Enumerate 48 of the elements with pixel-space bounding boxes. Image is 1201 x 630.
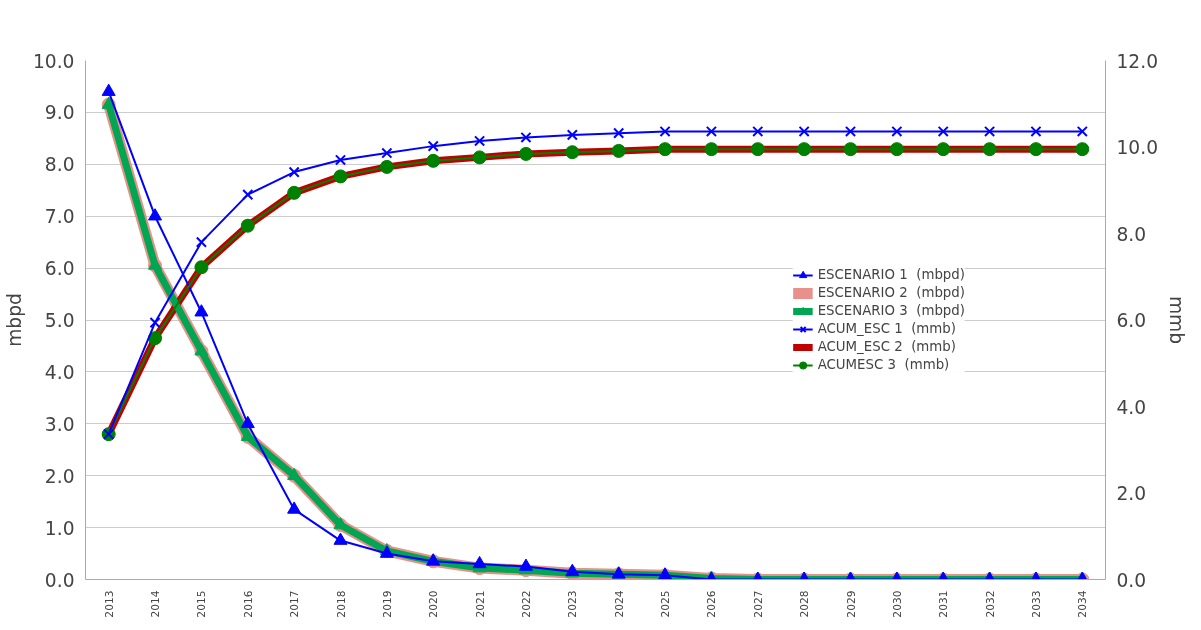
- x-tick-label: 2021: [473, 590, 487, 618]
- y2-tick-label: 0.0: [1116, 569, 1147, 591]
- y-tick-label: 7.0: [44, 206, 75, 228]
- legend-label: ACUM_ESC 1 (mmb): [817, 320, 956, 338]
- x-tick-label: 2015: [195, 590, 209, 618]
- x-tick-label: 2031: [937, 590, 951, 618]
- x-tick-label: 2020: [427, 590, 441, 618]
- x-tick-label: 2032: [983, 590, 997, 618]
- x-tick-label: 2017: [288, 590, 302, 618]
- x-tick-label: 2025: [659, 590, 673, 618]
- x-tick-label: 2018: [334, 590, 348, 618]
- x-tick-label: 2027: [751, 590, 765, 618]
- y2-tick-label: 12.0: [1116, 50, 1159, 72]
- y-tick-label: 3.0: [44, 413, 75, 435]
- legend-label: ESCENARIO 1 (mbpd): [817, 266, 965, 284]
- x-tick-label: 2034: [1076, 590, 1090, 618]
- y2-tick-label: 10.0: [1116, 137, 1159, 158]
- y2-tick-label: 4.0: [1116, 396, 1147, 418]
- x-tick-label: 2022: [519, 590, 533, 618]
- x-tick-label: 2028: [798, 590, 812, 618]
- y-tick-label: 0.0: [44, 569, 75, 591]
- x-tick-label: 2013: [102, 590, 116, 618]
- y2-tick-label: 8.0: [1116, 223, 1147, 245]
- y-tick-label: 6.0: [44, 258, 75, 280]
- y-tick-label: 2.0: [44, 465, 75, 487]
- y-tick-label: 8.0: [44, 154, 75, 176]
- y-tick-label: 5.0: [44, 310, 75, 331]
- x-tick-label: 2029: [844, 590, 858, 618]
- x-tick-label: 2016: [241, 590, 255, 618]
- y2-axis-title: mmb: [1166, 295, 1188, 345]
- x-tick-label: 2019: [380, 590, 394, 618]
- y-tick-label: 4.0: [44, 361, 75, 383]
- legend-label: ACUM_ESC 2 (mmb): [817, 338, 956, 356]
- legend-label: ACUMESC 3 (mmb): [817, 356, 950, 374]
- y2-tick-label: 6.0: [1116, 310, 1147, 331]
- x-tick-label: 2024: [612, 590, 626, 618]
- legend-label: ESCENARIO 2 (mbpd): [817, 284, 965, 302]
- x-tick-label: 2026: [705, 590, 719, 618]
- x-tick-label: 2023: [566, 590, 580, 618]
- y2-tick-label: 2.0: [1116, 483, 1147, 504]
- y-tick-label: 9.0: [44, 102, 75, 124]
- y-tick-label: 1.0: [44, 517, 75, 539]
- x-tick-label: 2033: [1029, 590, 1043, 618]
- x-tick-label: 2030: [890, 590, 904, 618]
- legend-label: ESCENARIO 3 (mbpd): [817, 302, 965, 320]
- x-tick-label: 2014: [149, 590, 163, 618]
- y-axis-title: mbpd: [3, 293, 25, 347]
- y-tick-label: 10.0: [32, 50, 75, 72]
